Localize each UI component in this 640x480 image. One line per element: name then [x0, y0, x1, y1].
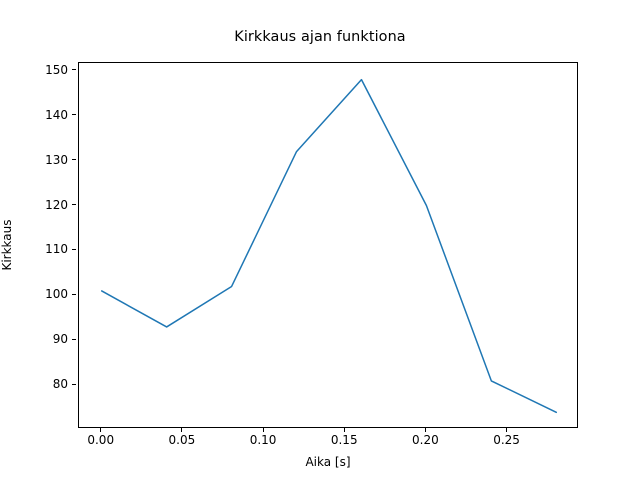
x-axis-tick-marks: [78, 428, 578, 434]
x-tick-label: 0.00: [87, 433, 115, 447]
page-title: Kirkkaus ajan funktiona: [234, 29, 406, 45]
x-tick-mark: [100, 428, 102, 432]
y-axis-tick-labels: 80 90 100 110 120 130 140 150: [0, 62, 68, 428]
y-tick-mark: [72, 293, 76, 295]
y-tick-mark: [72, 114, 76, 116]
y-tick-mark: [72, 203, 76, 206]
data-series-line: [100, 78, 558, 414]
x-tick-label: 0.10: [249, 433, 277, 447]
x-tick-mark: [424, 428, 426, 432]
y-tick-label: 130: [45, 152, 68, 167]
y-tick-mark: [72, 338, 76, 340]
x-tick-label: 0.15: [330, 433, 358, 447]
y-tick-mark: [72, 383, 76, 385]
plot-area: [78, 62, 578, 428]
x-axis-tick-labels: 0.00 0.05 0.10 0.15 0.20 0.25: [78, 433, 578, 453]
x-tick-mark: [506, 428, 508, 432]
y-tick-label: 80: [52, 377, 68, 392]
y-tick-mark: [72, 69, 76, 71]
x-tick-label: 0.25: [493, 433, 520, 447]
line-chart-svg: [100, 78, 558, 414]
y-tick-label: 110: [45, 242, 68, 257]
y-tick-label: 140: [45, 107, 68, 122]
y-tick-label: 120: [45, 197, 68, 212]
y-axis-label: Kirkkaus: [0, 219, 14, 271]
y-tick-label: 150: [45, 62, 68, 77]
x-tick-mark: [262, 428, 264, 432]
x-tick-label: 0.05: [168, 433, 196, 447]
x-tick-mark: [343, 428, 345, 432]
y-tick-mark: [72, 248, 76, 251]
y-tick-mark: [72, 159, 76, 161]
y-tick-label: 90: [52, 332, 68, 347]
x-tick-label: 0.20: [412, 433, 439, 447]
x-tick-mark: [181, 428, 183, 432]
y-tick-label: 100: [45, 287, 68, 302]
x-axis-label: Aika [s]: [305, 455, 351, 469]
y-axis-tick-marks: [0, 62, 78, 428]
